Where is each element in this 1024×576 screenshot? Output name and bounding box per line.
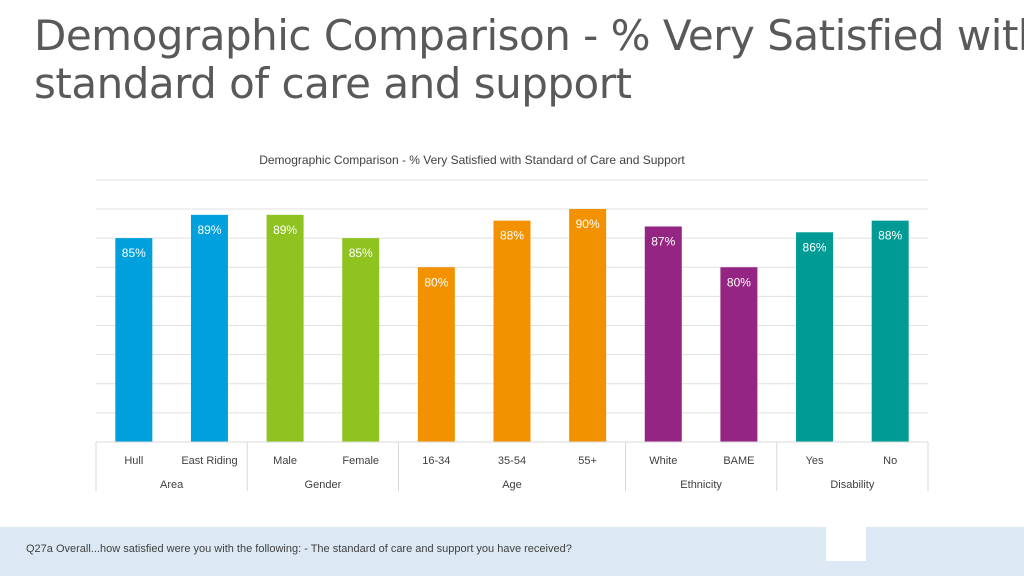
- tick-label: 55+: [578, 455, 597, 467]
- group-label: Area: [160, 479, 184, 491]
- data-label: 88%: [878, 229, 902, 243]
- data-label: 90%: [576, 217, 600, 231]
- tick-label: Male: [273, 455, 297, 467]
- bar-55-: [569, 209, 607, 442]
- group-label: Ethnicity: [680, 479, 722, 491]
- tick-label: BAME: [723, 455, 754, 467]
- chart-title: Demographic Comparison - % Very Satisfie…: [259, 153, 685, 167]
- bar-male: [266, 214, 304, 442]
- data-label: 80%: [424, 275, 448, 289]
- tick-label: 35-54: [498, 455, 526, 467]
- group-label: Age: [502, 479, 522, 491]
- data-label: 89%: [273, 223, 297, 237]
- slide-title-line-2: standard of care and support: [34, 59, 632, 108]
- tick-label: Hull: [124, 455, 143, 467]
- footer-question: Q27a Overall...how satisfied were you wi…: [26, 543, 572, 555]
- tick-label: 16-34: [422, 455, 450, 467]
- footer-notch: [826, 527, 866, 561]
- bar-yes: [796, 232, 834, 442]
- data-labels: 85% 89% 89% 85% 80% 88% 90% 87% 80% 86% 88%: [122, 217, 903, 289]
- footer-bar: Q27a Overall...how satisfied were you wi…: [0, 527, 1024, 576]
- tick-label: Yes: [806, 455, 824, 467]
- bar-35-54: [493, 220, 531, 442]
- group-label: Gender: [305, 479, 342, 491]
- bar-female: [342, 238, 380, 442]
- slide-title: Demographic Comparison - % Very Satisfie…: [34, 11, 1024, 108]
- bar-east-riding: [190, 214, 228, 442]
- tick-label: Female: [342, 455, 379, 467]
- bar-no: [871, 220, 909, 442]
- bar-bame: [720, 267, 758, 442]
- data-label: 85%: [122, 246, 146, 260]
- tick-label: East Riding: [181, 455, 237, 467]
- bars: [115, 209, 909, 442]
- data-label: 87%: [651, 234, 675, 248]
- tick-label: White: [649, 455, 677, 467]
- data-label: 80%: [727, 275, 751, 289]
- bar-chart: Demographic Comparison - % Very Satisfie…: [95, 153, 929, 491]
- data-label: 85%: [349, 246, 373, 260]
- bar-16-34: [417, 267, 455, 442]
- bar-hull: [115, 238, 153, 442]
- category-axis: Hull East Riding Male Female 16-34 35-54 55+ Wh…: [95, 441, 929, 491]
- tick-label: No: [883, 455, 897, 467]
- slide-title-line-1: Demographic Comparison - % Very Satisfie…: [34, 11, 1024, 60]
- bar-white: [644, 226, 682, 442]
- data-label: 89%: [197, 223, 221, 237]
- data-label: 86%: [803, 240, 827, 254]
- group-label: Disability: [830, 479, 875, 491]
- data-label: 88%: [500, 229, 524, 243]
